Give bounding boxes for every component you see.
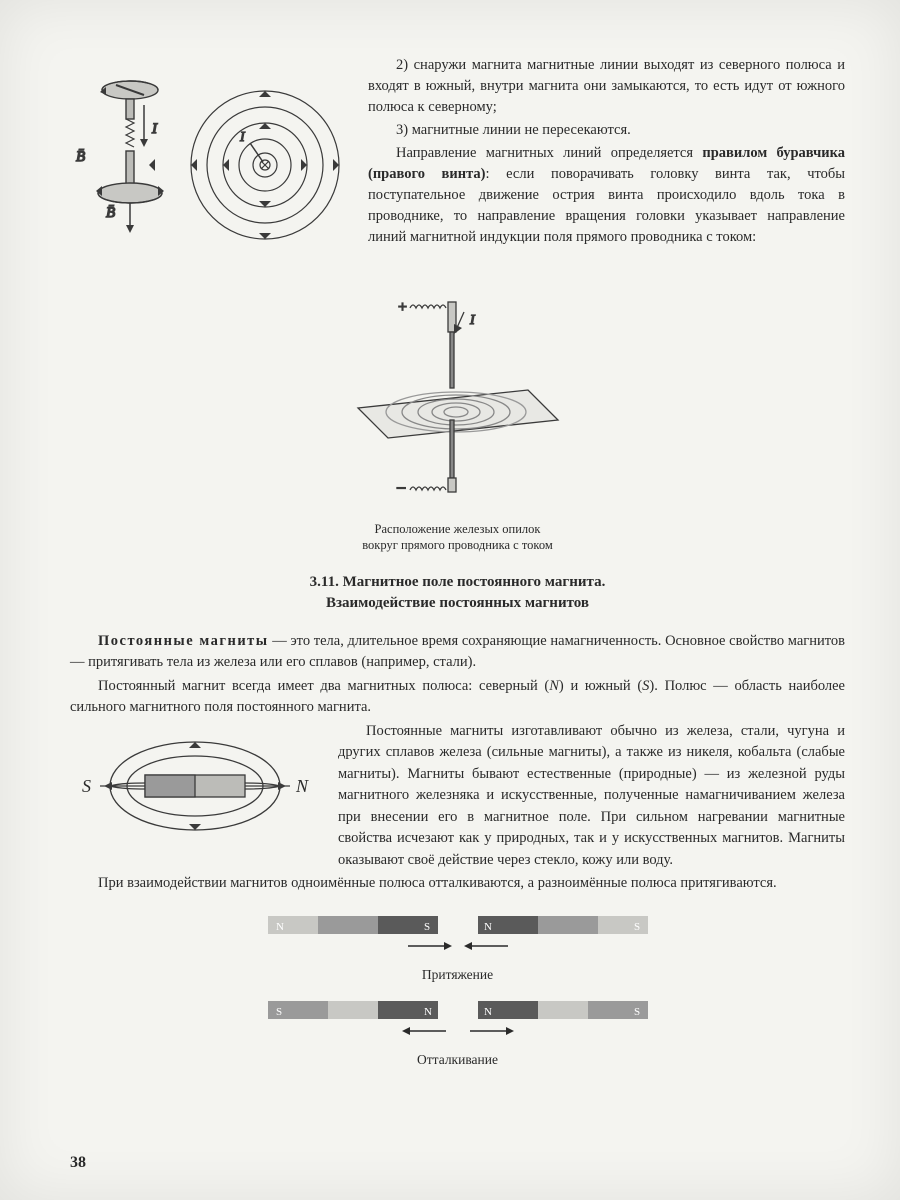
page: I B̄ B̄: [0, 0, 900, 1200]
interaction-figure: N S N S Притяжение S N N: [70, 908, 845, 1068]
section-title: 3.11. Магнитное поле постоянного магнита…: [70, 572, 845, 616]
attraction-svg: N S N S: [248, 908, 668, 958]
label-N: N: [295, 776, 309, 796]
svg-text:N: N: [484, 1006, 492, 1018]
para-body-2: Постоянный магнит всегда имеет два магни…: [70, 676, 845, 719]
svg-text:N: N: [424, 1006, 432, 1018]
label-attraction: Притяжение: [70, 967, 845, 983]
label-repulsion: Отталкивание: [70, 1052, 845, 1068]
conductor-figure: + I: [70, 290, 845, 554]
bar-magnet-svg: S N: [70, 725, 320, 845]
svg-text:N: N: [276, 921, 284, 933]
conductor-caption: Расположение железых опилок вокруг прямо…: [70, 521, 845, 554]
svg-text:+: +: [398, 299, 407, 316]
para-body-4: При взаимодействии магнитов одноимённые …: [70, 873, 845, 894]
svg-text:S: S: [634, 1006, 640, 1018]
para-body-1: Постоянные магниты — это тела, длительно…: [70, 631, 845, 674]
top-block: I B̄ B̄: [70, 55, 845, 280]
para-top-2: 3) магнитные линии не пересекаются.: [368, 120, 845, 141]
label-I: I: [151, 121, 158, 137]
label-B-top: B̄: [76, 149, 85, 165]
svg-text:S: S: [424, 921, 430, 933]
svg-text:I: I: [239, 130, 246, 145]
repulsion-svg: S N N S: [248, 993, 668, 1043]
label-S: S: [82, 776, 91, 796]
para-top-3: Направление магнитных линий определяется…: [368, 143, 845, 248]
svg-text:S: S: [276, 1006, 282, 1018]
wrap-block: S N Постоянные магниты изготавливают обы…: [70, 721, 845, 873]
bar-magnet-field-figure: S N: [70, 725, 320, 852]
page-number: 38: [70, 1154, 86, 1172]
para-top-1: 2) снаружи магнита магнитные линии выход…: [368, 55, 845, 118]
svg-text:−: −: [396, 478, 406, 498]
svg-text:N: N: [484, 921, 492, 933]
top-paragraphs: 2) снаружи магнита магнитные линии выход…: [368, 55, 845, 280]
svg-text:I: I: [469, 313, 476, 328]
gimlet-svg: I B̄ B̄: [70, 55, 350, 275]
gimlet-figure: I B̄ B̄: [70, 55, 350, 280]
svg-text:S: S: [634, 921, 640, 933]
label-B-bot: B̄: [106, 205, 115, 221]
body-text: Постоянные магниты — это тела, длительно…: [70, 631, 845, 894]
conductor-svg: + I: [298, 290, 618, 510]
